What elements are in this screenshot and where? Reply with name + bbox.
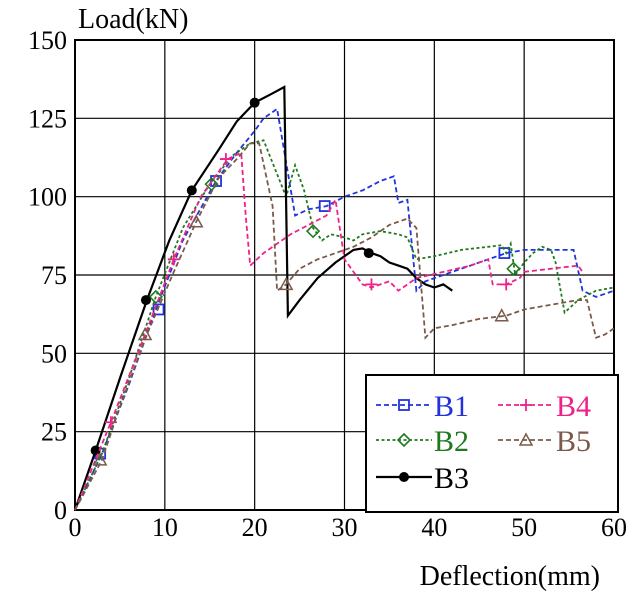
data-point-b5 — [494, 308, 509, 322]
y-tick-label: 50 — [41, 339, 67, 368]
data-point-b4 — [167, 253, 180, 266]
data-point-b5 — [189, 214, 204, 228]
y-tick-label: 100 — [28, 183, 67, 212]
data-point-b1 — [152, 303, 165, 316]
y-tick-label: 150 — [28, 26, 67, 55]
legend-label: B5 — [556, 425, 591, 458]
legend-item-b3: B3 — [376, 462, 469, 495]
y-tick-label: 25 — [41, 418, 67, 447]
x-tick-label: 20 — [242, 513, 268, 542]
grid-lines — [75, 40, 614, 510]
legend-swatch-marker — [398, 399, 410, 411]
data-point-b2 — [305, 224, 321, 239]
x-tick-label: 50 — [511, 513, 537, 542]
x-tick-label: 10 — [152, 513, 178, 542]
data-point-b1 — [318, 200, 331, 212]
data-point-b2 — [506, 261, 521, 276]
legend-swatch-marker — [520, 399, 532, 411]
legend-swatch-marker — [396, 432, 412, 448]
data-point-b4 — [500, 278, 513, 291]
plot-frame — [74, 39, 615, 511]
data-point-b3 — [186, 185, 197, 196]
data-point-b4 — [219, 153, 232, 166]
data-point-b3 — [90, 445, 101, 456]
series-b2 — [74, 139, 615, 511]
y-axis-label: Load(kN) — [78, 4, 188, 35]
data-point-b3 — [140, 295, 151, 306]
series-b5 — [74, 142, 615, 511]
legend-swatch-marker — [518, 432, 534, 446]
series-layer — [73, 85, 615, 511]
x-tick-label: 0 — [69, 513, 82, 542]
legend-label: B1 — [434, 390, 469, 423]
legend-label: B3 — [434, 462, 469, 495]
data-point-b4 — [365, 278, 378, 291]
data-point-b5 — [278, 276, 294, 291]
x-axis-label: Deflection(mm) — [420, 561, 600, 591]
legend-item-b2: B2 — [376, 425, 469, 458]
legend: B1 B4 B2 B5 B3 — [365, 374, 619, 513]
x-tick-label: 60 — [601, 513, 627, 542]
x-tick-label: 40 — [421, 513, 447, 542]
tick-labels: 0 10 20 30 40 50 60 0 25 50 75 100 125 150 — [28, 26, 627, 542]
data-point-b3 — [249, 97, 260, 108]
series-line-b2 — [74, 139, 615, 511]
x-tick-label: 30 — [332, 513, 358, 542]
data-point-b1 — [498, 247, 511, 259]
y-tick-label: 75 — [41, 261, 67, 290]
y-tick-label: 0 — [54, 496, 67, 525]
legend-item-b4: B4 — [498, 390, 591, 423]
series-line-b5 — [74, 142, 615, 511]
legend-label: B2 — [434, 425, 469, 458]
legend-item-b1: B1 — [376, 390, 469, 423]
legend-swatch-marker — [399, 472, 409, 482]
data-point-b5 — [92, 452, 108, 466]
legend-label: B4 — [556, 390, 591, 423]
data-point-b3 — [363, 248, 374, 259]
legend-item-b5: B5 — [498, 425, 591, 458]
series-line-b4 — [74, 151, 584, 511]
legend-box — [365, 374, 619, 513]
data-point-b2 — [148, 289, 163, 305]
y-tick-label: 125 — [28, 104, 67, 133]
data-point-b5 — [137, 326, 153, 341]
series-b4 — [74, 151, 584, 511]
